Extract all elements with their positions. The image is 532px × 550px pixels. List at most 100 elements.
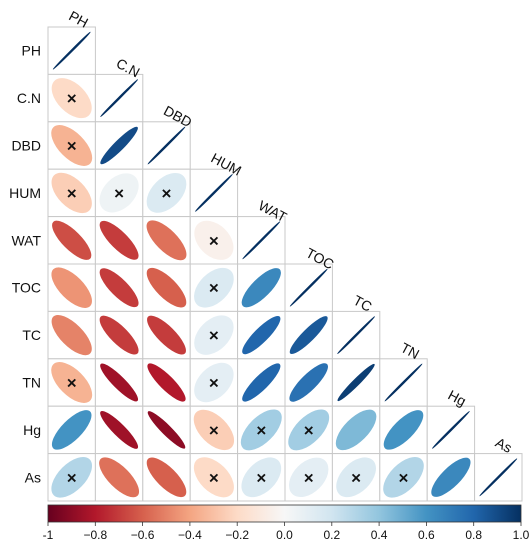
correlation-ellipse bbox=[51, 362, 93, 403]
not-significant-marker: × bbox=[67, 137, 77, 156]
cell-as-tc: × bbox=[331, 453, 381, 502]
row-label-toc: TOC bbox=[12, 280, 41, 296]
correlation-ellipse bbox=[194, 267, 234, 308]
correlation-ellipse bbox=[194, 173, 233, 212]
correlation-ellipse bbox=[51, 78, 92, 119]
correlation-ellipse bbox=[146, 220, 187, 261]
correlation-ellipse bbox=[147, 315, 186, 355]
cell-c-n-ph: × bbox=[47, 73, 96, 123]
not-significant-marker: × bbox=[67, 184, 77, 203]
row-labels: PH C.N DBD HUM WAT TOC TC TN Hg As bbox=[9, 43, 41, 486]
cell-c-n-c-n bbox=[94, 73, 144, 123]
colorbar-tick-label: 0.4 bbox=[371, 528, 388, 542]
correlation-ellipse bbox=[383, 456, 424, 498]
cell-tn-ph: × bbox=[47, 358, 96, 407]
cell-as-wat: × bbox=[237, 453, 286, 502]
correlation-ellipse bbox=[289, 316, 328, 355]
correlation-ellipse bbox=[242, 363, 281, 402]
cell-hum-c-n: × bbox=[94, 168, 144, 218]
correlation-ellipse bbox=[99, 315, 139, 355]
colorbar-gradient bbox=[47, 504, 522, 523]
cell-dbd-ph: × bbox=[47, 121, 96, 170]
correlation-ellipse bbox=[289, 363, 328, 402]
not-significant-marker: × bbox=[209, 374, 219, 393]
correlation-ellipse bbox=[242, 221, 281, 260]
row-label-dbd: DBD bbox=[11, 138, 41, 154]
cell-wat-ph bbox=[47, 216, 96, 265]
not-significant-marker: × bbox=[162, 184, 172, 203]
colorbar: -1 −0.8 −0.6 −0.4 −0.2 0.0 0.2 0.4 0.6 0.8 1.0 bbox=[43, 504, 530, 542]
correlation-ellipse bbox=[99, 268, 139, 308]
correlation-ellipse bbox=[147, 411, 186, 449]
cell-hg-hg bbox=[426, 405, 476, 455]
correlation-ellipse bbox=[100, 363, 139, 402]
cell-as-hum: × bbox=[189, 453, 239, 502]
cell-tn-hum: × bbox=[189, 358, 239, 407]
colorbar-tick-label: 0.2 bbox=[323, 528, 340, 542]
correlation-ellipse bbox=[51, 456, 93, 498]
correlation-ellipse bbox=[52, 31, 91, 70]
cell-as-ph: × bbox=[47, 453, 96, 502]
correlation-ellipse bbox=[288, 457, 329, 498]
correlation-ellipse bbox=[384, 363, 423, 402]
colorbar-tick-label: −0.6 bbox=[131, 528, 155, 542]
column-label-hg: Hg bbox=[445, 387, 468, 410]
cell-hg-ph bbox=[47, 405, 96, 455]
row-label-wat: WAT bbox=[11, 232, 41, 248]
not-significant-marker: × bbox=[399, 468, 409, 487]
correlation-ellipse bbox=[146, 267, 187, 308]
not-significant-marker: × bbox=[67, 89, 77, 108]
cell-tn-tc bbox=[331, 358, 381, 407]
correlation-ellipse bbox=[100, 79, 139, 118]
cell-tn-wat bbox=[237, 358, 286, 407]
cell-tn-toc bbox=[284, 358, 333, 407]
colorbar-tick-label: 0.8 bbox=[465, 528, 482, 542]
colorbar-tick-label: 0.0 bbox=[276, 528, 293, 542]
correlation-ellipse bbox=[337, 316, 376, 355]
cell-toc-wat bbox=[237, 263, 286, 312]
correlation-ellipse bbox=[241, 268, 281, 308]
cell-toc-c-n bbox=[94, 263, 144, 312]
column-label-tn: TN bbox=[398, 339, 422, 362]
colorbar-tick-label: 0.6 bbox=[418, 528, 435, 542]
cell-hg-tc bbox=[331, 405, 381, 455]
row-label-hum: HUM bbox=[9, 185, 41, 201]
row-label-tn: TN bbox=[22, 375, 41, 391]
colorbar-tick-label: -1 bbox=[43, 528, 54, 542]
cell-as-c-n bbox=[94, 453, 144, 502]
row-label-hg: Hg bbox=[23, 422, 41, 438]
not-significant-marker: × bbox=[67, 468, 77, 487]
cell-hum-ph: × bbox=[47, 168, 96, 218]
cell-as-dbd bbox=[142, 453, 191, 502]
correlation-ellipse bbox=[431, 410, 470, 449]
colorbar-tick-label: −0.4 bbox=[178, 528, 202, 542]
correlation-ellipse bbox=[100, 126, 138, 165]
correlation-ellipse bbox=[51, 410, 92, 450]
cell-tn-c-n bbox=[94, 358, 144, 407]
row-label-c-n: C.N bbox=[17, 90, 41, 106]
row-label-ph: PH bbox=[22, 43, 41, 59]
cell-tn-tn bbox=[379, 358, 428, 407]
cell-tc-tc bbox=[331, 310, 381, 360]
cell-toc-toc bbox=[284, 263, 333, 312]
correlation-ellipse bbox=[100, 410, 139, 449]
not-significant-marker: × bbox=[67, 374, 77, 393]
cell-hum-hum bbox=[189, 168, 239, 218]
cell-as-as bbox=[474, 453, 523, 502]
not-significant-marker: × bbox=[256, 468, 266, 487]
not-significant-marker: × bbox=[304, 468, 314, 487]
colorbar-tick-label: −0.8 bbox=[83, 528, 107, 542]
cell-wat-wat bbox=[237, 216, 286, 265]
correlation-ellipse bbox=[51, 125, 93, 166]
cell-as-hg bbox=[426, 453, 476, 502]
correlation-ellipse bbox=[383, 410, 424, 450]
correlation-ellipse bbox=[52, 220, 92, 260]
cell-tc-c-n bbox=[94, 310, 144, 360]
cell-hg-tn bbox=[379, 405, 428, 455]
cell-dbd-dbd bbox=[142, 121, 191, 170]
row-label-as: As bbox=[25, 469, 41, 485]
cell-wat-hum: × bbox=[189, 216, 239, 265]
cell-ph-ph bbox=[47, 26, 96, 75]
cell-as-tn: × bbox=[379, 453, 428, 502]
